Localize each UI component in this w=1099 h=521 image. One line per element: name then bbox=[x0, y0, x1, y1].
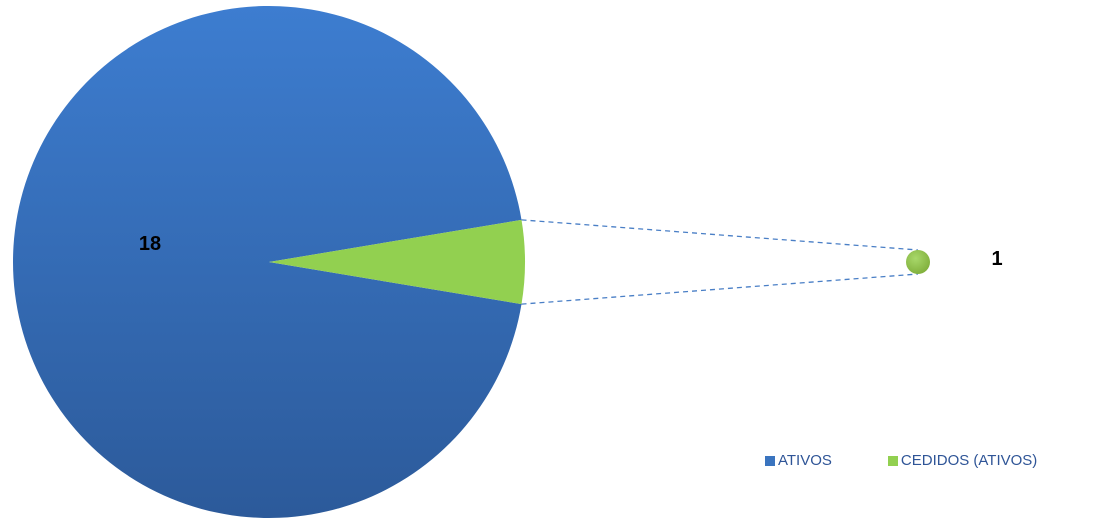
chart-legend: ATIVOS CEDIDOS (ATIVOS) bbox=[765, 452, 1037, 469]
legend-swatch-cedidos bbox=[887, 455, 898, 466]
legend-label-ativos: ATIVOS bbox=[778, 452, 832, 469]
pie-slice-ativos bbox=[12, 5, 522, 518]
pie-slice-cedidos bbox=[269, 219, 525, 305]
data-label-cedidos: 1 bbox=[991, 248, 1002, 270]
data-label-ativos: 18 bbox=[139, 233, 161, 255]
legend-swatch-ativos bbox=[765, 455, 775, 466]
legend-label-cedidos: CEDIDOS (ATIVOS) bbox=[900, 452, 1038, 469]
legend-item-ativos: ATIVOS bbox=[765, 452, 832, 469]
legend-item-cedidos: CEDIDOS (ATIVOS) bbox=[887, 452, 1038, 469]
secondary-pie-slice-cedidos bbox=[906, 250, 930, 274]
connector-line-bottom bbox=[521, 273, 919, 305]
connector-line-top bbox=[521, 219, 919, 251]
